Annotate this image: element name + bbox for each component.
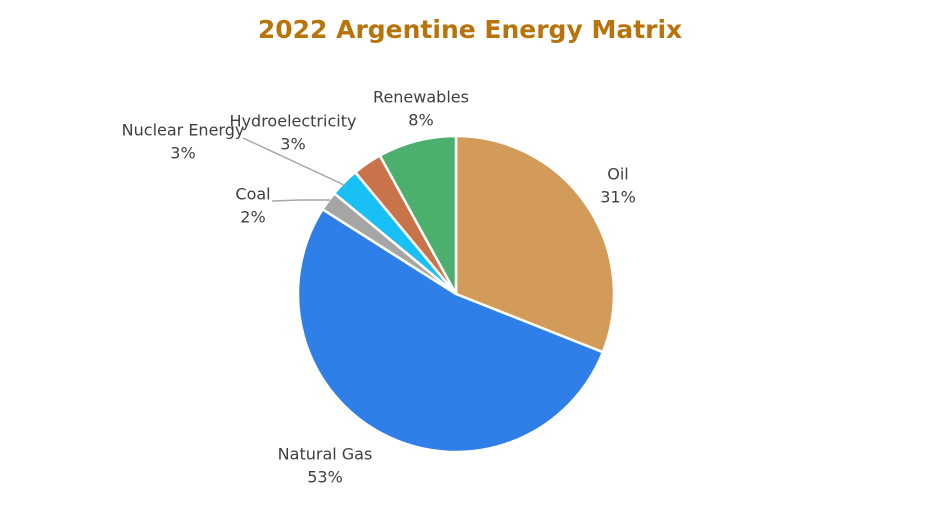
value-label: 2% — [240, 208, 265, 227]
value-label: 53% — [307, 468, 343, 487]
value-label: 31% — [600, 188, 636, 207]
slice-label: Oil — [607, 165, 628, 184]
leader-line — [271, 199, 330, 202]
pie-slice — [454, 134, 616, 354]
value-label: 3% — [280, 135, 305, 154]
value-label: 3% — [170, 144, 195, 163]
slice-label: Renewables — [373, 88, 469, 107]
slice-label: Natural Gas — [278, 445, 373, 464]
pie-slice — [378, 134, 458, 295]
value-label: 8% — [408, 111, 433, 130]
leader-line — [242, 137, 346, 187]
pie-slice — [296, 207, 605, 454]
pie — [296, 134, 616, 454]
chart-title: 2022 Argentine Energy Matrix — [258, 15, 682, 44]
slice-label: Nuclear Energy — [122, 121, 245, 140]
slice-label: Hydroelectricity — [230, 112, 357, 131]
slice-label: Coal — [235, 185, 270, 204]
